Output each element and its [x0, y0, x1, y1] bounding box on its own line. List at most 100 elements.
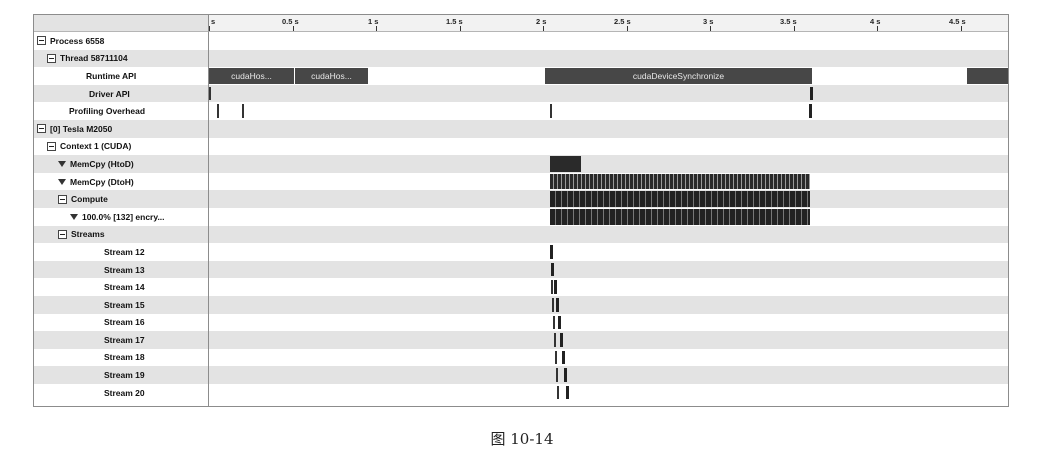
timeline-canvas[interactable]: cudaHos... cudaHos... cudaDeviceSynchron…	[209, 32, 1008, 406]
timeline-row-stream	[209, 331, 1008, 349]
tree-row-label: Stream 14	[104, 282, 145, 293]
tree-row-thread[interactable]: Thread 58711104	[34, 49, 208, 68]
stream-activity-marker[interactable]	[554, 280, 557, 294]
tree-row-label: Context 1 (CUDA)	[60, 141, 132, 152]
stream-activity-marker[interactable]	[560, 333, 563, 347]
api-call-bar[interactable]: cudaHos...	[209, 68, 294, 84]
tree-row-stream[interactable]: Stream 15	[34, 295, 208, 314]
filter-icon	[70, 213, 78, 220]
timeline-row-memcpy-htod	[209, 155, 1008, 173]
tree-row-label: Runtime API	[86, 70, 137, 81]
tree-row-label: Profiling Overhead	[69, 106, 146, 117]
kernel-launch-strip[interactable]	[550, 208, 810, 225]
stream-activity-marker[interactable]	[551, 262, 554, 277]
tree-row-label: Stream 12	[104, 246, 145, 257]
stream-activity-marker[interactable]	[564, 368, 567, 382]
tree-row-label: Stream 16	[104, 317, 145, 328]
driver-call-marker[interactable]	[209, 86, 211, 101]
timeline-row-stream	[209, 366, 1008, 384]
ruler-tick	[961, 26, 962, 31]
tree-row-runtime-api[interactable]: Runtime API	[34, 67, 208, 85]
overhead-marker[interactable]	[217, 104, 219, 118]
driver-call-marker[interactable]	[810, 86, 813, 101]
stream-activity-marker[interactable]	[555, 350, 557, 365]
ruler-tick-label: 4.5 s	[949, 17, 966, 26]
stream-activity-marker[interactable]	[556, 297, 559, 312]
compute-kernel-strip[interactable]	[550, 191, 810, 207]
timeline-row-profiling-overhead	[209, 102, 1008, 120]
tree-row-label: MemCpy (DtoH)	[70, 176, 134, 187]
ruler-tick-label: 1 s	[368, 17, 379, 26]
tree-row-label: Stream 13	[104, 264, 145, 275]
tree-row-stream[interactable]: Stream 12	[34, 243, 208, 261]
timeline-row-driver-api	[209, 84, 1008, 103]
tree-row-stream[interactable]: Stream 14	[34, 278, 208, 296]
tree-row-profiling-overhead[interactable]: Profiling Overhead	[34, 102, 208, 120]
overhead-marker[interactable]	[550, 104, 552, 118]
timeline-row-process	[209, 32, 1008, 50]
overhead-marker[interactable]	[242, 104, 244, 118]
ruler-tick-label: 2.5 s	[614, 17, 631, 26]
tree-header	[34, 15, 209, 32]
tree-row-stream[interactable]: Stream 20	[34, 384, 208, 402]
memcpy-htod-bar[interactable]	[550, 156, 581, 172]
api-call-bar[interactable]	[967, 68, 1008, 84]
tree-row-label: Thread 58711104	[60, 53, 128, 64]
ruler-tick	[543, 26, 544, 31]
stream-activity-marker[interactable]	[562, 350, 565, 365]
tree-row-context[interactable]: Context 1 (CUDA)	[34, 138, 208, 156]
tree-row-label: Driver API	[89, 88, 130, 99]
stream-activity-marker[interactable]	[554, 333, 556, 347]
timeline-row-thread	[209, 49, 1008, 68]
timeline-row-stream	[209, 278, 1008, 296]
stream-activity-marker[interactable]	[551, 280, 553, 294]
api-call-bar[interactable]: cudaDeviceSynchronize	[545, 68, 812, 84]
tree-row-stream[interactable]: Stream 16	[34, 314, 208, 332]
stream-activity-marker[interactable]	[558, 315, 561, 330]
stream-activity-marker[interactable]	[556, 368, 558, 382]
stream-activity-marker[interactable]	[550, 245, 553, 259]
filter-icon	[58, 160, 66, 167]
memcpy-dtoh-strip[interactable]	[550, 173, 810, 190]
tree-row-memcpy-htod[interactable]: MemCpy (HtoD)	[34, 155, 208, 173]
tree-row-streams[interactable]: Streams	[34, 225, 208, 244]
collapse-icon[interactable]	[47, 141, 56, 151]
collapse-icon[interactable]	[58, 194, 67, 204]
tree-row-process[interactable]: Process 6558	[34, 32, 208, 50]
ruler-tick-label: 0.5 s	[282, 17, 299, 26]
tree-row-kernel[interactable]: 100.0% [132] encry...	[34, 208, 208, 226]
tree-row-stream[interactable]: Stream 18	[34, 349, 208, 367]
tree-row-stream[interactable]: Stream 13	[34, 260, 208, 279]
tree-row-memcpy-dtoh[interactable]: MemCpy (DtoH)	[34, 173, 208, 191]
collapse-icon[interactable]	[37, 36, 46, 46]
ruler-tick-label: 1.5 s	[446, 17, 463, 26]
collapse-icon[interactable]	[58, 229, 67, 239]
tree-row-stream[interactable]: Stream 17	[34, 331, 208, 349]
ruler-tick	[877, 26, 878, 31]
stream-activity-marker[interactable]	[557, 385, 559, 400]
stream-activity-marker[interactable]	[553, 315, 555, 330]
overhead-marker[interactable]	[809, 104, 812, 118]
tree-row-device[interactable]: [0] Tesla M2050	[34, 119, 208, 138]
ruler-tick	[209, 26, 210, 31]
tree-row-label: [0] Tesla M2050	[50, 123, 113, 134]
collapse-icon[interactable]	[47, 53, 56, 63]
tree-row-driver-api[interactable]: Driver API	[34, 84, 208, 103]
tree-row-label: Streams	[71, 229, 105, 240]
ruler-tick	[627, 26, 628, 31]
timeline-row-stream	[209, 260, 1008, 279]
time-ruler[interactable]: s 0.5 s 1 s 1.5 s 2 s 2.5 s 3 s 3.5 s 4 …	[209, 15, 1008, 32]
tree-row-label: 100.0% [132] encry...	[82, 211, 165, 222]
api-call-bar[interactable]: cudaHos...	[295, 68, 368, 84]
ruler-tick-label: 3.5 s	[780, 17, 797, 26]
api-call-label: cudaHos...	[311, 70, 352, 81]
ruler-tick	[293, 26, 294, 31]
tree-row-label: Process 6558	[50, 35, 105, 46]
collapse-icon[interactable]	[37, 124, 46, 134]
tree-row-stream[interactable]: Stream 19	[34, 366, 208, 384]
tree-row-compute[interactable]: Compute	[34, 190, 208, 208]
stream-activity-marker[interactable]	[552, 297, 554, 312]
stream-activity-marker[interactable]	[566, 385, 569, 400]
profiler-timeline-view: s 0.5 s 1 s 1.5 s 2 s 2.5 s 3 s 3.5 s 4 …	[33, 14, 1009, 407]
timeline-row-stream	[209, 314, 1008, 332]
